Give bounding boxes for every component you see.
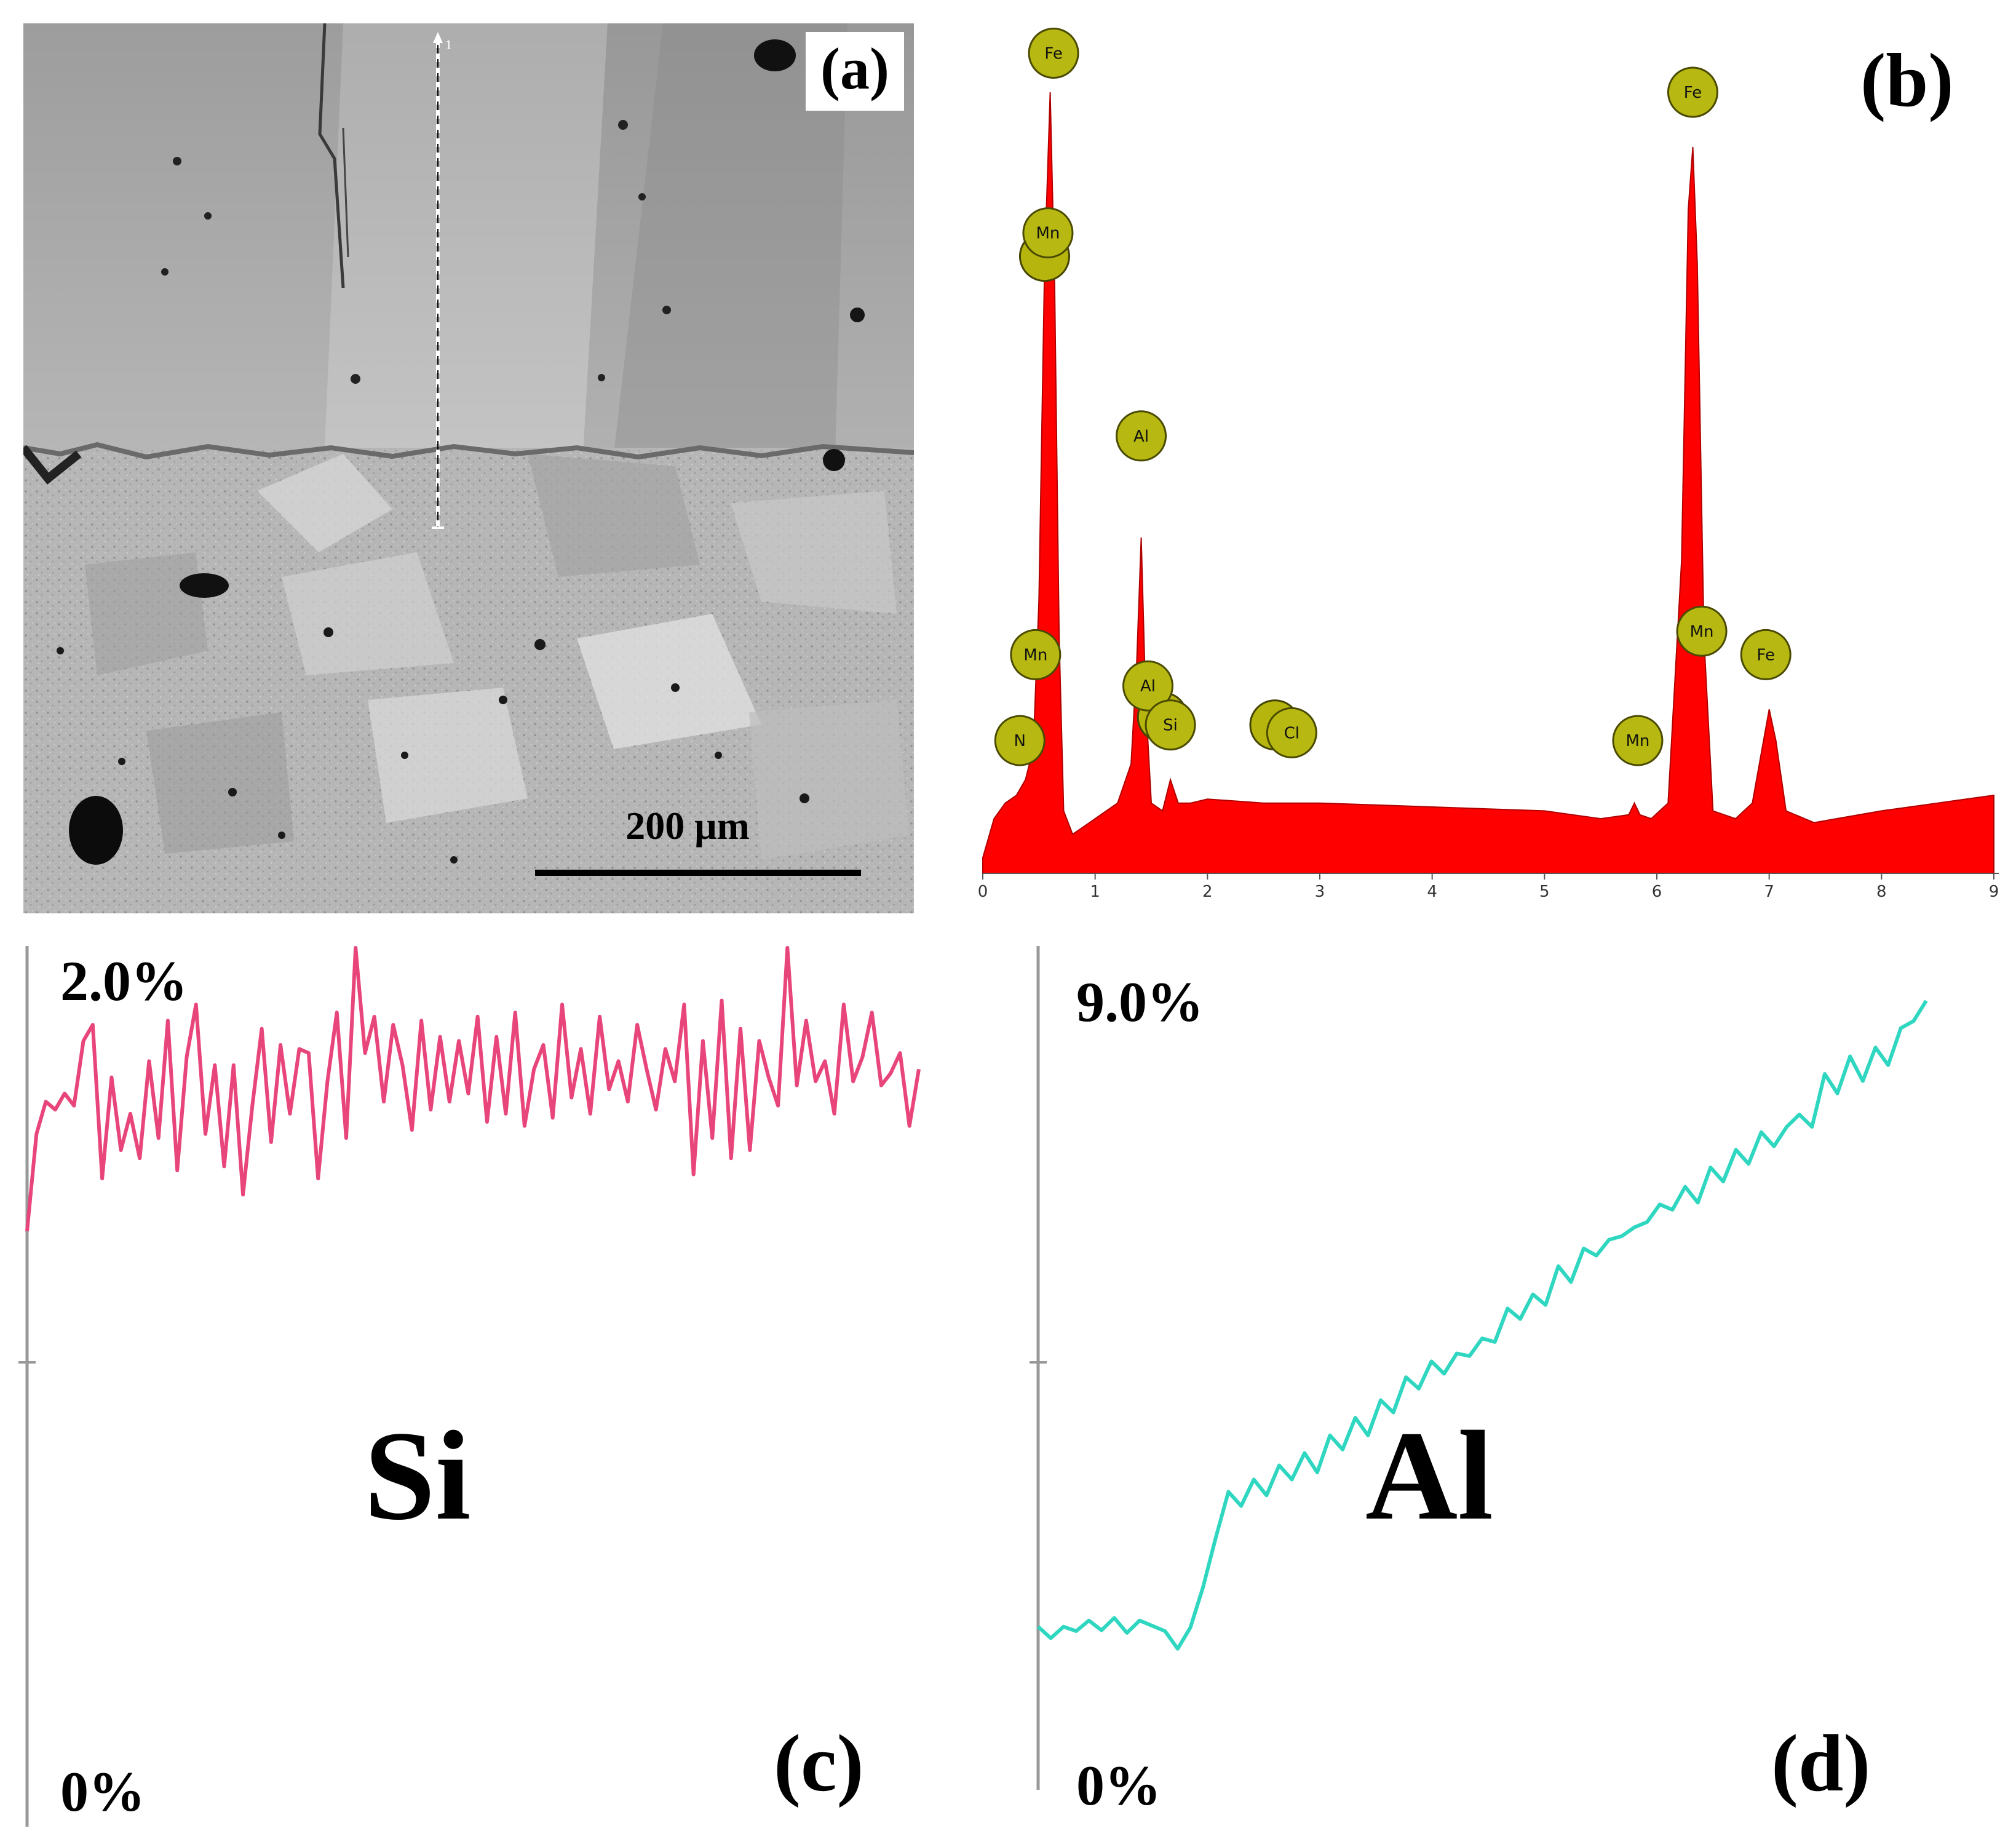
eds-spectrum-chart: Fe Mn Al Mn N Al Si Cl Mn Fe Mn Fe 0 1 2 3 4 5 6 7 8 9	[978, 28, 1999, 901]
panel-a: 1 (a) 200 μm	[20, 23, 915, 913]
eds-peak-marker-label: Si	[1163, 717, 1178, 735]
eds-peak-marker: N	[994, 715, 1046, 766]
scale-bar-label: 200 μm	[625, 804, 750, 848]
eds-peak-marker: Fe	[1740, 629, 1792, 680]
eds-peak-marker: Mn	[1612, 715, 1664, 766]
eds-peak-marker: Fe	[1667, 66, 1718, 118]
eds-x-tick-label: 1	[1090, 883, 1100, 901]
si-series-line	[25, 946, 921, 1231]
eds-peak-marker: Mn	[1676, 605, 1728, 657]
eds-spectrum-area	[982, 92, 1994, 874]
sem-micrograph	[20, 23, 915, 913]
eds-peak-marker: Al	[1116, 410, 1167, 462]
panel-b: Fe Mn Al Mn N Al Si Cl Mn Fe Mn Fe 0 1 2 3 4 5 6 7 8 9 (b)	[972, 0, 2016, 916]
al-line-scan-chart	[1030, 946, 1928, 1790]
al-series-line	[1036, 999, 1928, 1651]
eds-peak-marker-label: Mn	[1690, 622, 1714, 641]
eds-x-tick-label: 4	[1427, 883, 1437, 901]
si-element-label: Si	[364, 1405, 471, 1546]
eds-peak-marker-label: Fe	[1756, 646, 1775, 664]
eds-peak-marker-label: Fe	[1044, 45, 1063, 63]
eds-peak-marker-label: Al	[1140, 677, 1156, 696]
eds-peak-marker: Fe	[1028, 28, 1079, 79]
eds-x-tick-label: 0	[978, 883, 988, 901]
eds-peak-marker-label: Mn	[1625, 732, 1649, 750]
eds-peak-marker: Cl	[1266, 707, 1317, 758]
eds-x-tick-label: 6	[1652, 883, 1662, 901]
si-y-max-label: 2.0%	[60, 950, 188, 1012]
eds-x-tick-label: 5	[1539, 883, 1550, 901]
eds-peak-marker: Al	[1122, 660, 1174, 712]
eds-peak-marker-label: Fe	[1684, 84, 1702, 102]
si-y-min-label: 0%	[60, 1760, 145, 1823]
panel-d-label: (d)	[1771, 1718, 1871, 1808]
eds-peak-marker: Mn	[1010, 629, 1062, 680]
si-line-scan-chart	[18, 946, 921, 1827]
al-element-label: Al	[1365, 1405, 1493, 1546]
panel-c-label: (c)	[774, 1718, 864, 1808]
eds-peak-marker: Mn	[1022, 207, 1074, 259]
panel-a-label-box	[806, 32, 904, 111]
eds-peak-marker-label: Cl	[1284, 724, 1300, 742]
eds-x-tick-label: 8	[1876, 883, 1887, 901]
panel-a-label: (a)	[820, 36, 889, 101]
eds-peak-marker-label: Mn	[1036, 224, 1060, 243]
eds-peak-marker: Si	[1145, 699, 1196, 751]
eds-x-tick-label: 2	[1202, 883, 1213, 901]
eds-peak-marker-label: Mn	[1023, 646, 1047, 664]
panel-d: 9.0% 0% Al (d)	[1009, 923, 2005, 1836]
eds-peak-marker-label: Al	[1133, 427, 1149, 446]
al-y-min-label: 0%	[1076, 1754, 1161, 1817]
panel-c: 2.0% 0% Si (c)	[0, 923, 947, 1836]
eds-x-tick-label: 3	[1315, 883, 1325, 901]
eds-x-tick-label: 7	[1764, 883, 1774, 901]
al-y-max-label: 9.0%	[1076, 971, 1204, 1033]
eds-x-tick-label: 9	[1989, 883, 1999, 901]
line-scan-marker-label: 1	[445, 37, 452, 52]
eds-peak-marker-label: N	[1014, 732, 1026, 750]
panel-b-label: (b)	[1860, 38, 1954, 122]
